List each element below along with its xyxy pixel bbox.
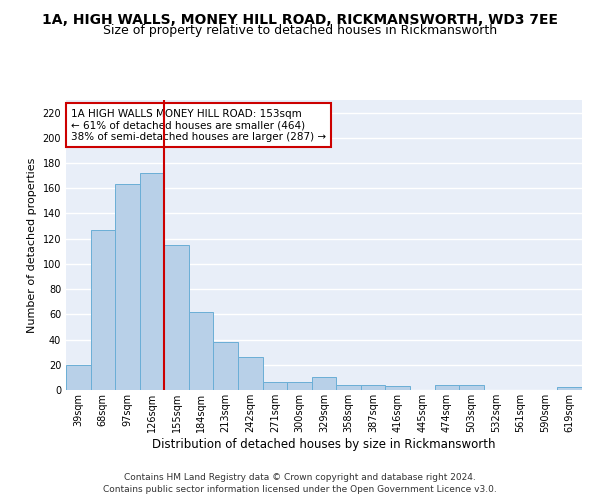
X-axis label: Distribution of detached houses by size in Rickmansworth: Distribution of detached houses by size … bbox=[152, 438, 496, 450]
Bar bbox=[91, 230, 115, 390]
Bar bbox=[140, 173, 164, 390]
Text: 1A HIGH WALLS MONEY HILL ROAD: 153sqm
← 61% of detached houses are smaller (464): 1A HIGH WALLS MONEY HILL ROAD: 153sqm ← … bbox=[71, 108, 326, 142]
Text: Contains HM Land Registry data © Crown copyright and database right 2024.: Contains HM Land Registry data © Crown c… bbox=[124, 472, 476, 482]
Bar bbox=[557, 388, 582, 390]
Bar bbox=[164, 245, 189, 390]
Bar bbox=[385, 386, 410, 390]
Bar bbox=[459, 385, 484, 390]
Bar bbox=[214, 342, 238, 390]
Text: Size of property relative to detached houses in Rickmansworth: Size of property relative to detached ho… bbox=[103, 24, 497, 37]
Y-axis label: Number of detached properties: Number of detached properties bbox=[27, 158, 37, 332]
Bar bbox=[287, 382, 312, 390]
Bar bbox=[361, 385, 385, 390]
Bar bbox=[312, 378, 336, 390]
Bar bbox=[66, 365, 91, 390]
Bar bbox=[189, 312, 214, 390]
Text: 1A, HIGH WALLS, MONEY HILL ROAD, RICKMANSWORTH, WD3 7EE: 1A, HIGH WALLS, MONEY HILL ROAD, RICKMAN… bbox=[42, 12, 558, 26]
Bar bbox=[434, 385, 459, 390]
Text: Contains public sector information licensed under the Open Government Licence v3: Contains public sector information licen… bbox=[103, 485, 497, 494]
Bar bbox=[336, 385, 361, 390]
Bar bbox=[263, 382, 287, 390]
Bar bbox=[238, 357, 263, 390]
Bar bbox=[115, 184, 140, 390]
